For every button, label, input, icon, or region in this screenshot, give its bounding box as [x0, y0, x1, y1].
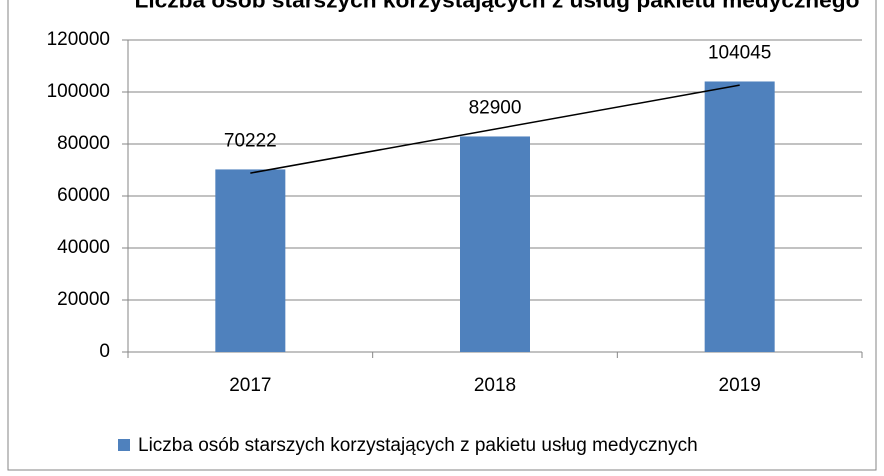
bar [704, 81, 775, 352]
data-label: 82900 [469, 97, 522, 118]
x-tick-label: 2017 [229, 375, 271, 396]
bar [215, 169, 286, 352]
y-tick-label: 20000 [57, 289, 110, 310]
data-label: 104045 [708, 42, 771, 63]
x-tick-label: 2018 [474, 375, 516, 396]
x-tick-label: 2019 [719, 375, 761, 396]
legend-swatch [118, 439, 130, 451]
y-tick-label: 80000 [57, 133, 110, 154]
y-tick-label: 60000 [57, 185, 110, 206]
trendline [250, 84, 740, 174]
chart-title: Liczba osób starszych korzystających z u… [135, 0, 860, 13]
bar [460, 136, 530, 352]
y-tick-label: 40000 [57, 237, 110, 258]
legend-label: Liczba osób starszych korzystających z p… [138, 435, 698, 456]
data-label: 70222 [224, 130, 277, 151]
y-tick-label: 100000 [47, 81, 110, 102]
y-tick-label: 120000 [47, 29, 110, 50]
y-tick-label: 0 [99, 341, 110, 362]
